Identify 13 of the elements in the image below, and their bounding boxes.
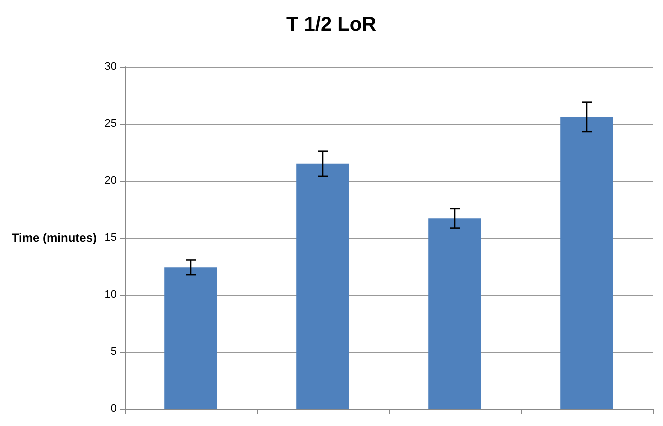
chart-title: T 1/2 LoR: [286, 14, 378, 36]
y-tick-label: 0: [110, 403, 117, 415]
bar: [296, 164, 350, 409]
y-tick-label: 10: [104, 289, 117, 301]
bar: [164, 268, 218, 409]
y-tick-label: 30: [104, 61, 117, 73]
bar: [560, 117, 614, 409]
y-tick-label: 5: [110, 346, 117, 358]
y-tick-label: 15: [104, 232, 117, 244]
y-axis-title: Time (minutes): [12, 231, 98, 245]
y-tick-label: 25: [104, 118, 117, 130]
y-tick-label: 20: [104, 175, 117, 187]
bar: [428, 218, 482, 409]
